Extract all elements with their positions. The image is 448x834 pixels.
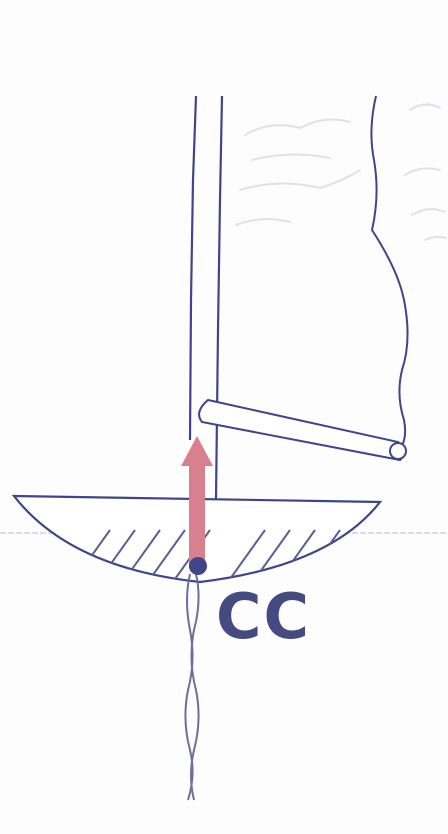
sail-edge xyxy=(370,95,409,453)
boom xyxy=(198,398,407,462)
cc-label: CC xyxy=(216,580,312,653)
mast xyxy=(188,95,224,501)
lift-arrow xyxy=(181,436,213,568)
centerboard-cord xyxy=(184,573,200,801)
cc-point xyxy=(189,557,207,575)
faint-background-marks xyxy=(235,103,447,241)
